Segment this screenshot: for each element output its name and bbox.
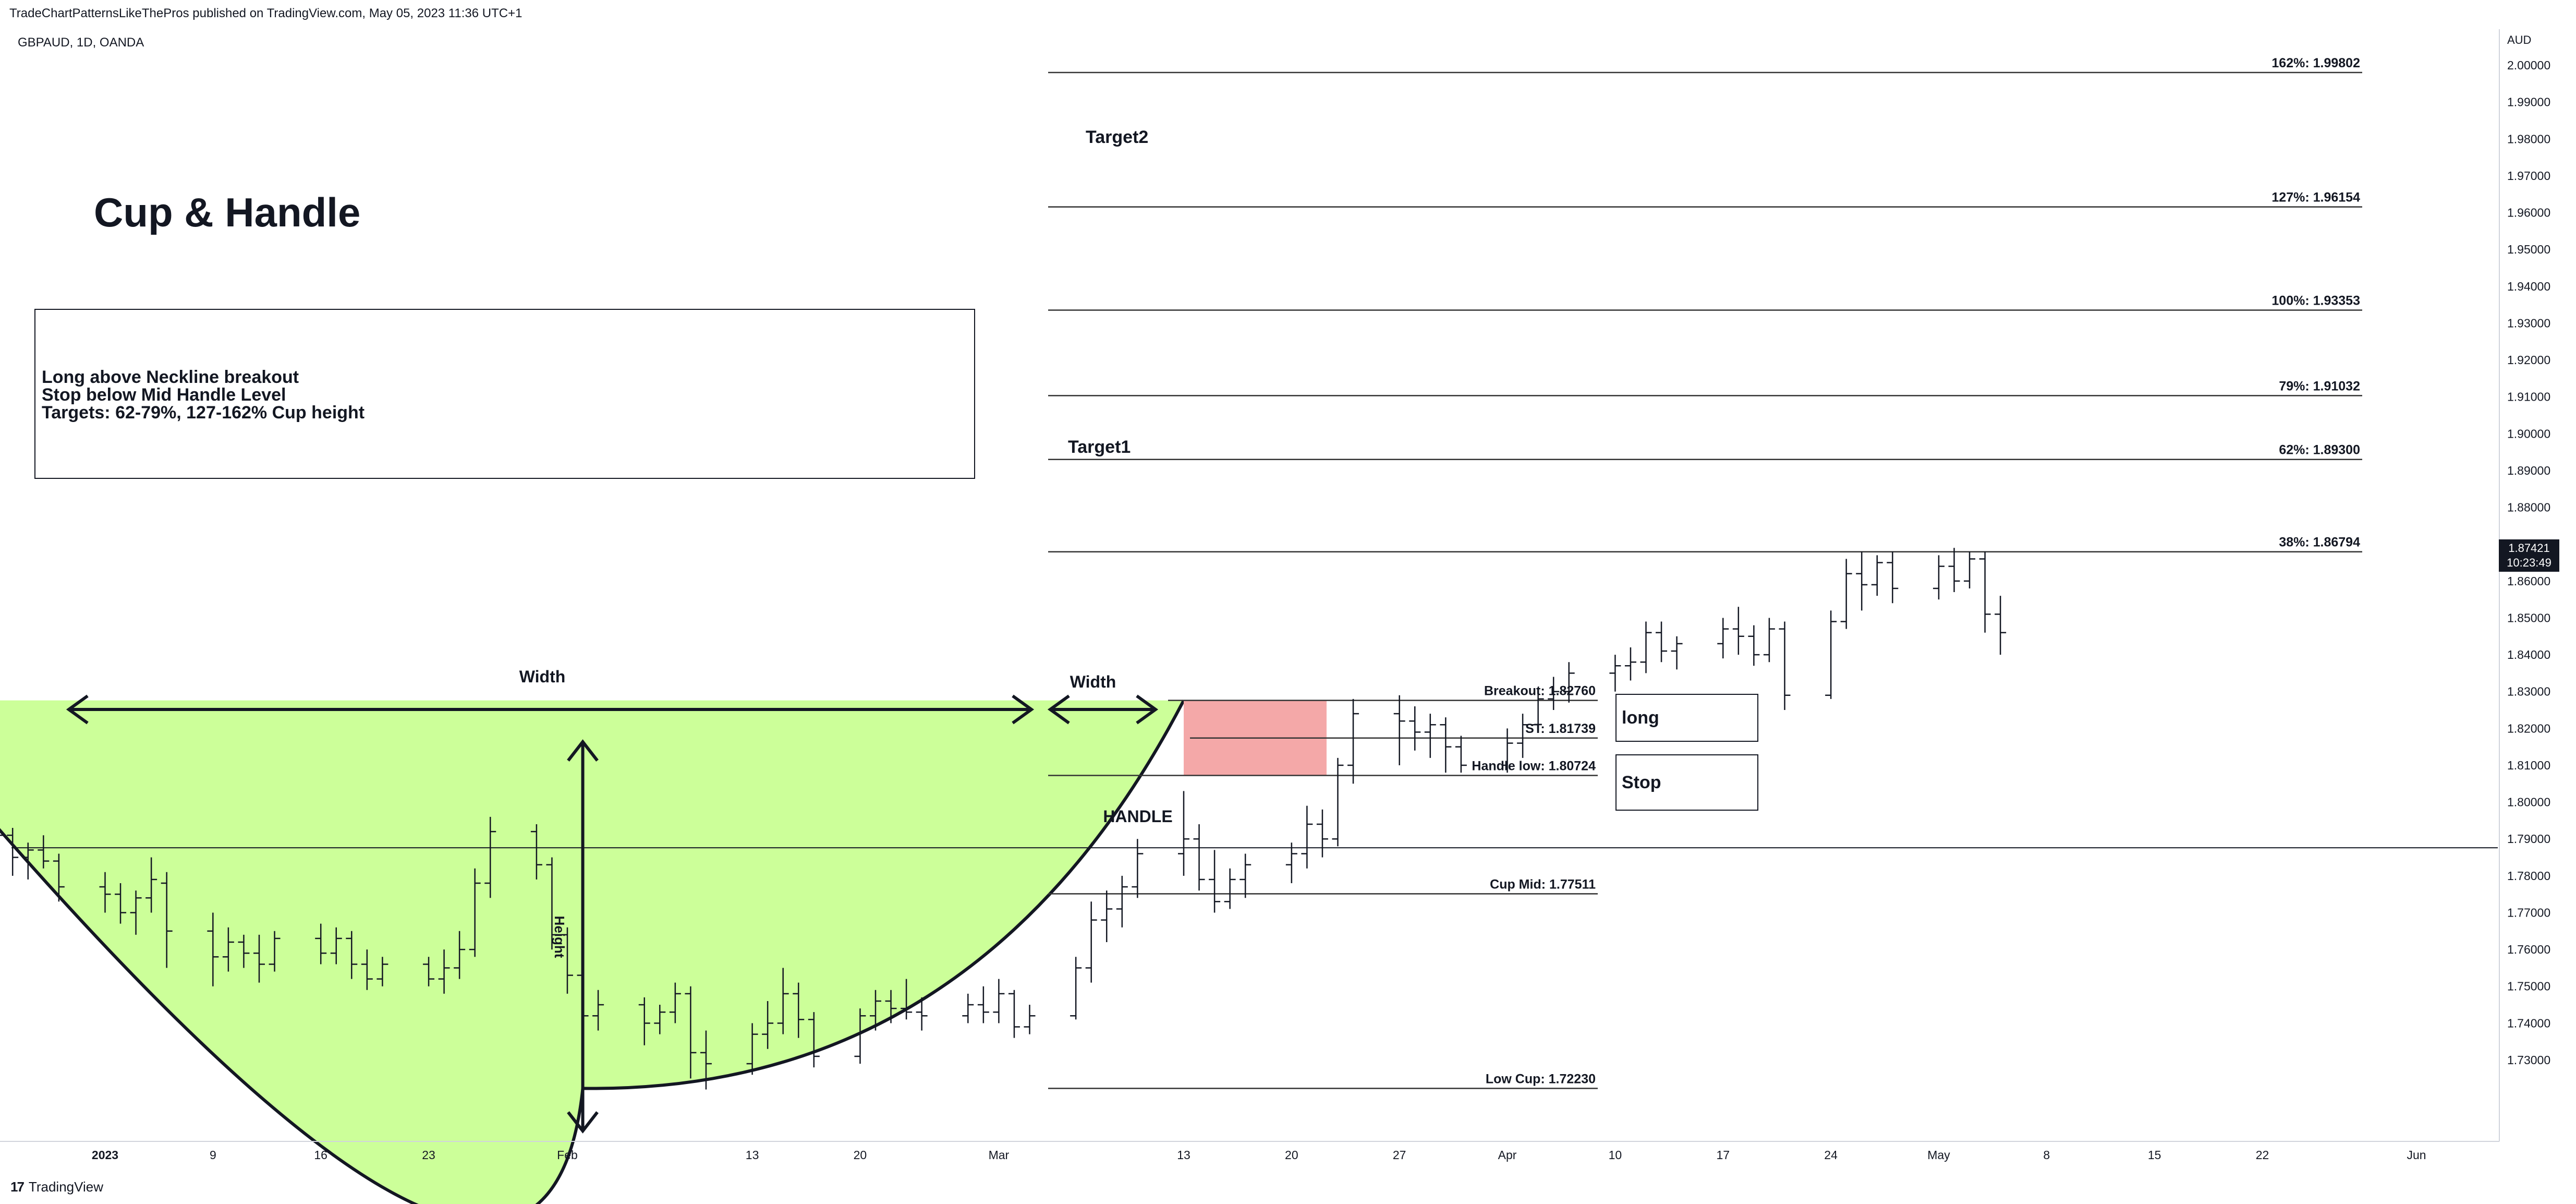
time-axis-tick: 13 [1177,1148,1190,1162]
time-axis-tick: Apr [1498,1148,1517,1162]
level-label: 62%: 1.89300 [2279,443,2360,457]
price-axis-tick: 1.81000 [2507,758,2550,772]
time-axis-tick: Feb [557,1148,578,1162]
note-line-1: Long above Neckline breakout [42,367,299,387]
level-label: 100%: 1.93353 [2271,293,2360,308]
price-axis-tick: 1.98000 [2507,132,2550,146]
long-box-label: long [1622,707,1659,728]
level-label: 162%: 1.99802 [2271,56,2360,70]
level-label: Low Cup: 1.72230 [1486,1071,1596,1086]
publisher-line: TradeChartPatternsLikeThePros published … [9,6,523,20]
price-axis-tick: 2.00000 [2507,58,2550,72]
level-label: Handle low: 1.80724 [1472,758,1596,773]
time-axis-tick: May [1927,1148,1950,1162]
time-axis-tick: 20 [1285,1148,1298,1162]
price-axis-tick: 1.84000 [2507,648,2550,661]
price-axis-tick: 1.78000 [2507,869,2550,883]
cup-width-arrow-head-left [66,694,89,725]
target2-label: Target2 [1086,127,1148,147]
symbol-label: GBPAUD, 1D, OANDA [18,35,144,50]
price-axis-tick: 1.85000 [2507,611,2550,624]
level-label: Cup Mid: 1.77511 [1490,877,1596,892]
chart-title-annotation: Cup & Handle [94,189,361,235]
cup-width-label: Width [519,667,566,686]
price-axis-tick: 1.88000 [2507,501,2550,514]
stop-box: Stop [1615,754,1758,811]
time-axis-tick: 8 [2043,1148,2050,1162]
time-axis-tick: 16 [314,1148,327,1162]
cup-height-label: Height [552,916,567,958]
price-axis-tick: 1.95000 [2507,243,2550,256]
tradingview-brand-label: TradingView [28,1179,103,1195]
price-axis-unit: AUD [2507,33,2531,46]
target1-label: Target1 [1068,437,1131,457]
time-axis-tick: Jun [2407,1148,2426,1162]
tradingview-brand[interactable]: 17 TradingView [10,1179,103,1195]
price-axis-tick: 1.73000 [2507,1053,2550,1067]
note-line-3: Targets: 62-79%, 127-162% Cup height [42,403,365,423]
level-label: 38%: 1.86794 [2279,535,2360,550]
current-price-value: 1.87421 [2508,541,2550,555]
time-axis-tick: 13 [746,1148,759,1162]
note-line-2: Stop below Mid Handle Level [42,385,286,405]
cup-area [0,700,1184,1204]
time-axis-tick: 17 [1716,1148,1730,1162]
price-axis-tick: 1.92000 [2507,353,2550,367]
bar-countdown: 10:23:49 [2507,556,2551,569]
price-axis-tick: 1.99000 [2507,95,2550,109]
price-axis-tick: 1.86000 [2507,574,2550,588]
price-axis-tick: 1.79000 [2507,832,2550,846]
price-axis-tick: 1.97000 [2507,169,2550,183]
handle-label: HANDLE [1103,807,1172,826]
time-axis-tick: 2023 [92,1148,118,1162]
level-label: ST: 1.81739 [1525,721,1596,736]
price-axis-tick: 1.77000 [2507,906,2550,919]
price-axis-tick: 1.83000 [2507,685,2550,699]
time-axis-tick: 10 [1609,1148,1622,1162]
time-axis-tick: 9 [210,1148,216,1162]
cup-height-arrow-top [567,739,599,762]
time-axis-tick: 20 [854,1148,867,1162]
handle-width-arrow-head-right [1136,694,1159,725]
time-axis-tick: 22 [2256,1148,2269,1162]
cup-height-arrow-bottom [567,1111,599,1134]
cup-curve [0,700,1185,1204]
price-axis-tick: 1.96000 [2507,206,2550,220]
handle-width-label: Width [1070,672,1116,691]
price-axis-tick: 1.80000 [2507,796,2550,809]
level-label: 127%: 1.96154 [2271,190,2360,205]
current-price-tag: 1.87421 10:23:49 [2499,539,2559,572]
price-axis-tick: 1.93000 [2507,316,2550,330]
time-axis-tick: Mar [989,1148,1010,1162]
price-axis-tick: 1.76000 [2507,943,2550,956]
price-axis-tick: 1.90000 [2507,427,2550,440]
price-axis-tick: 1.94000 [2507,280,2550,293]
level-label: Breakout: 1.82760 [1484,684,1596,699]
handle-width-arrow-head-left [1047,694,1070,725]
price-axis-tick: 1.89000 [2507,464,2550,477]
time-axis-tick: 24 [1824,1148,1838,1162]
strategy-note-box: Long above Neckline breakout Stop below … [34,309,975,479]
level-label: 79%: 1.91032 [2279,379,2360,393]
time-axis-tick: 27 [1393,1148,1406,1162]
price-axis-tick: 1.82000 [2507,721,2550,735]
price-axis-tick: 1.91000 [2507,390,2550,404]
cup-width-arrow-head-right [1012,694,1035,725]
time-axis-tick: 15 [2148,1148,2161,1162]
price-axis-tick: 1.75000 [2507,980,2550,993]
long-box: long [1615,694,1758,742]
tradingview-logo-icon: 17 [10,1179,25,1195]
price-axis-tick: 1.74000 [2507,1016,2550,1030]
stop-box-label: Stop [1622,772,1661,792]
time-axis-tick: 23 [422,1148,435,1162]
